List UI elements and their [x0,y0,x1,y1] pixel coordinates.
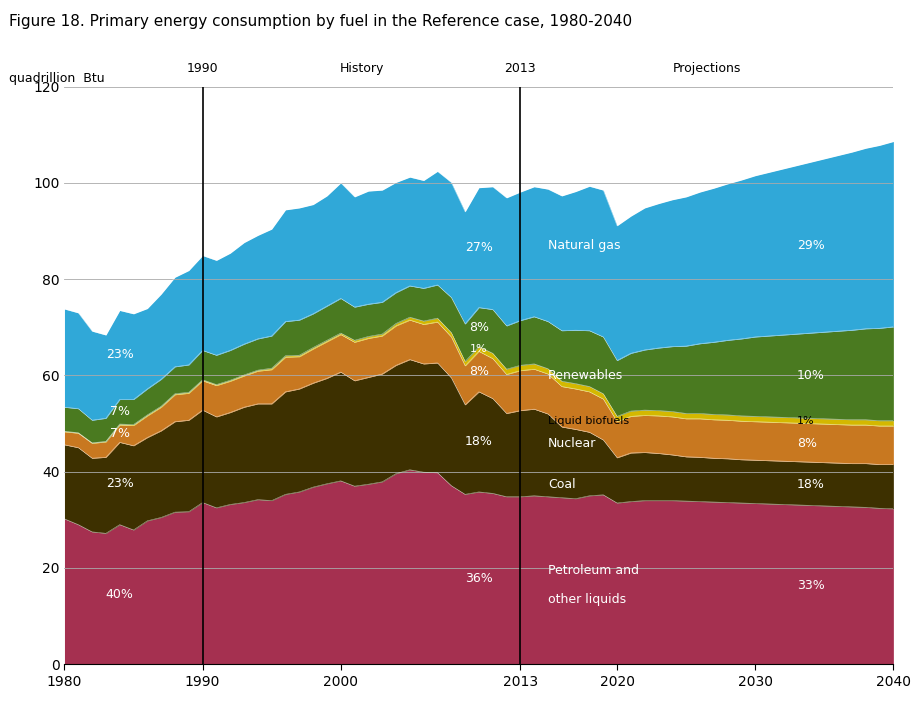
Text: Projections: Projections [672,62,741,75]
Text: 2013: 2013 [505,62,536,75]
Text: 18%: 18% [797,478,824,491]
Text: Liquid biofuels: Liquid biofuels [548,417,629,427]
Text: quadrillion  Btu: quadrillion Btu [9,72,105,85]
Text: 1%: 1% [470,344,488,354]
Text: 23%: 23% [106,349,134,362]
Text: 8%: 8% [469,365,489,378]
Text: Petroleum and: Petroleum and [548,564,639,577]
Text: History: History [339,62,384,75]
Text: 8%: 8% [469,321,489,334]
Text: 7%: 7% [110,427,130,440]
Text: other liquids: other liquids [548,593,626,606]
Text: 1%: 1% [797,417,814,427]
Text: Natural gas: Natural gas [548,239,621,252]
Text: Coal: Coal [548,478,576,491]
Text: 27%: 27% [465,241,493,254]
Text: 10%: 10% [797,369,824,382]
Text: 40%: 40% [106,588,134,601]
Text: Nuclear: Nuclear [548,437,597,450]
Text: 23%: 23% [106,477,134,490]
Text: 33%: 33% [797,578,824,591]
Text: 8%: 8% [797,437,817,450]
Text: 1990: 1990 [187,62,218,75]
Text: 36%: 36% [465,572,493,585]
Text: 29%: 29% [797,239,824,252]
Text: 7%: 7% [110,405,130,418]
Text: Renewables: Renewables [548,369,624,382]
Text: Figure 18. Primary energy consumption by fuel in the Reference case, 1980-2040: Figure 18. Primary energy consumption by… [9,14,633,30]
Text: 18%: 18% [465,435,493,448]
